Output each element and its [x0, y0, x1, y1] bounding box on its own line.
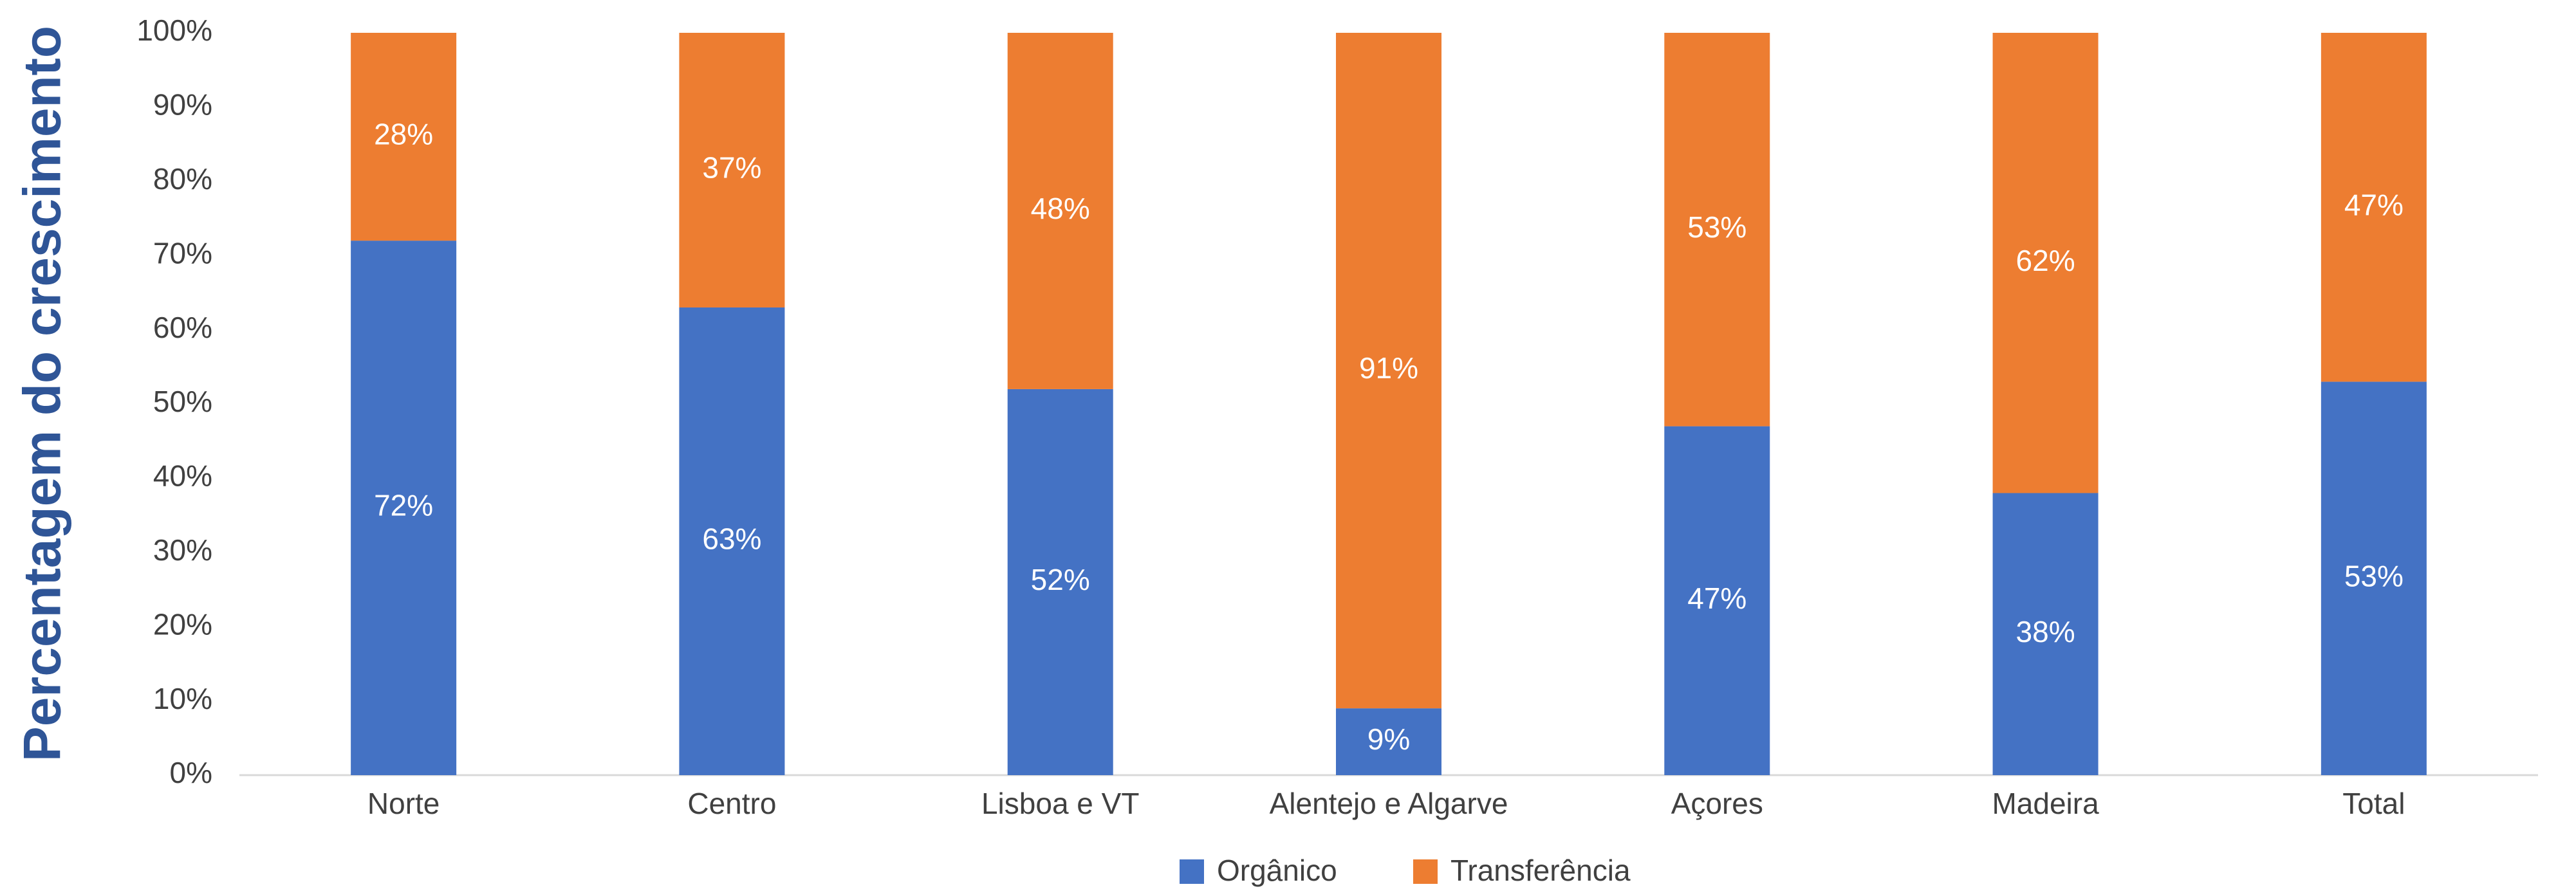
data-label: 52%: [1031, 563, 1090, 596]
x-tick-label: Centro: [687, 787, 776, 820]
y-tick-label: 20%: [153, 607, 212, 641]
bar-segment: [1007, 389, 1113, 775]
y-tick-label: 100%: [136, 14, 212, 47]
bar-segment: [1007, 33, 1113, 389]
y-tick-label: 60%: [153, 311, 212, 344]
data-label: 48%: [1031, 192, 1090, 225]
y-tick-label: 90%: [153, 88, 212, 122]
bar-segment: [679, 33, 785, 307]
data-label: 38%: [2016, 615, 2075, 648]
bar-segment: [1336, 708, 1441, 775]
data-label: 47%: [1687, 582, 1747, 615]
x-tick-label: Lisboa e VT: [981, 787, 1139, 820]
y-tick-label: 50%: [153, 385, 212, 418]
x-tick-label: Madeira: [1992, 787, 2099, 820]
bar-segment: [2321, 33, 2427, 382]
bar-segment: [1664, 426, 1770, 775]
data-label: 37%: [702, 151, 761, 185]
y-tick-label: 40%: [153, 459, 212, 493]
legend-swatch: [1413, 859, 1438, 884]
y-tick-label: 10%: [153, 682, 212, 715]
legend-label: Transferência: [1450, 854, 1631, 887]
x-tick-label: Alentejo e Algarve: [1270, 787, 1508, 820]
bar-segment: [1664, 33, 1770, 426]
data-label: 47%: [2344, 188, 2404, 221]
legend-label: Orgânico: [1217, 854, 1337, 887]
y-tick-label: 70%: [153, 236, 212, 270]
data-label: 9%: [1367, 722, 1410, 756]
bar-segment: [1336, 33, 1441, 709]
bar-segment: [1992, 33, 2099, 493]
bar-segment: [351, 241, 457, 775]
data-label: 28%: [374, 118, 433, 151]
y-tick-label: 30%: [153, 533, 212, 567]
x-tick-label: Total: [2342, 787, 2405, 820]
data-label: 72%: [374, 489, 433, 522]
bar-segment: [1992, 493, 2099, 775]
bar-segment: [2321, 381, 2427, 775]
y-tick-label: 0%: [170, 756, 212, 789]
legend-swatch: [1180, 859, 1204, 884]
x-tick-label: Açores: [1671, 787, 1763, 820]
y-axis-title: Percentagem do crescimento: [14, 26, 72, 762]
data-label: 91%: [1359, 351, 1418, 385]
bar-segment: [351, 33, 457, 241]
data-label: 53%: [1687, 210, 1747, 244]
data-label: 53%: [2344, 559, 2404, 592]
bar-segment: [679, 307, 785, 776]
x-tick-label: Norte: [367, 787, 440, 820]
y-tick-label: 80%: [153, 162, 212, 196]
data-label: 63%: [702, 522, 761, 556]
data-label: 62%: [2016, 244, 2075, 277]
